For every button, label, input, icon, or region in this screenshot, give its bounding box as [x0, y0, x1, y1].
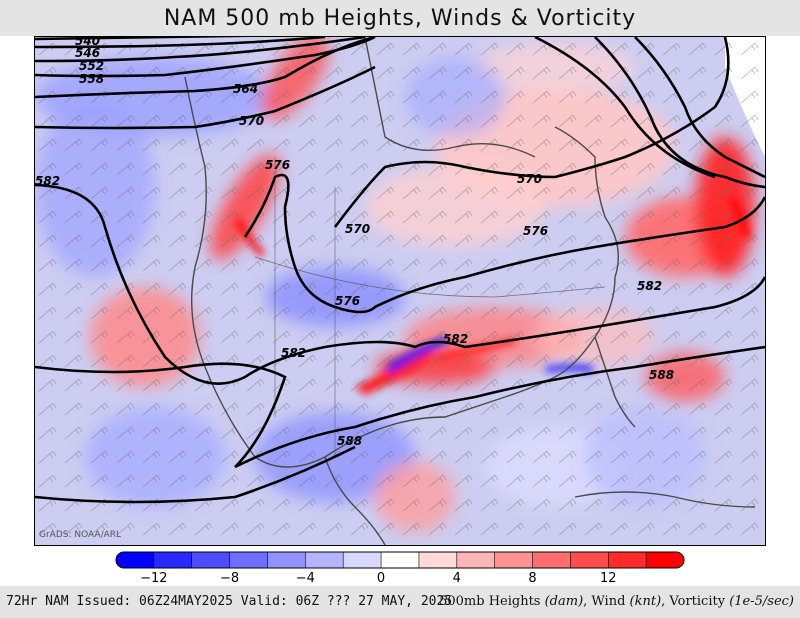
colorbar-swatch	[229, 552, 269, 568]
contour-label: 582	[443, 332, 468, 346]
colorbar-swatch	[570, 552, 610, 568]
colorbar-tick-label: 4	[453, 571, 461, 586]
coastlines	[184, 37, 756, 545]
colorbar-swatch	[267, 552, 307, 568]
colorbar-swatch	[342, 552, 382, 568]
issue-valid-text: 72Hr NAM Issued: 06Z24MAY2025 Valid: 06Z…	[6, 594, 453, 609]
contour-label: 588	[337, 434, 362, 448]
contour-label: 552	[79, 59, 104, 73]
colorbar-tick-label: −8	[220, 571, 239, 586]
units-legend: 500mb Heights (dam), Wind (knt), Vortici…	[439, 594, 794, 609]
page-title: NAM 500 mb Heights, Winds & Vorticity	[163, 5, 637, 31]
colorbar-swatch	[116, 552, 155, 568]
contour-label: 570	[345, 222, 370, 236]
colorbar-tick-label: −4	[296, 571, 315, 586]
contour-label: 576	[335, 294, 360, 308]
contour-label: 570	[239, 114, 264, 128]
units-part: , Vorticity	[661, 594, 730, 609]
colorbar-tick-label: 12	[600, 571, 617, 586]
colorbar: −12 −8 −4 0 4 8 12	[0, 548, 800, 586]
units-part: (dam)	[544, 594, 584, 609]
contour-label: 576	[523, 224, 548, 238]
units-part: , Wind	[583, 594, 630, 609]
colorbar-swatch	[456, 552, 496, 568]
units-part: (1e-5/sec)	[729, 594, 794, 609]
colorbar-swatch	[305, 552, 345, 568]
colorbar-tick-label: −12	[140, 571, 167, 586]
colorbar-svg: −12 −8 −4 0 4 8 12	[115, 551, 685, 586]
vorticity-map: 540 546 552 558 564 570 576 582 570 570 …	[35, 37, 765, 545]
title-bar: NAM 500 mb Heights, Winds & Vorticity	[0, 0, 800, 36]
colorbar-swatch	[494, 552, 534, 568]
colorbar-tick-label: 8	[528, 571, 536, 586]
colorbar-swatch	[191, 552, 231, 568]
colorbar-tick-label: 0	[377, 571, 385, 586]
colorbar-swatch	[153, 552, 193, 568]
colorbar-swatch	[532, 552, 572, 568]
contour-labels: 540 546 552 558 564 570 576 582 570 570 …	[35, 37, 674, 448]
colorbar-swatch	[607, 552, 647, 568]
contour-label: 570	[517, 172, 542, 186]
map-panel: 540 546 552 558 564 570 576 582 570 570 …	[34, 36, 766, 546]
colorbar-swatch	[645, 552, 684, 568]
contour-label: 582	[637, 279, 662, 293]
footer-bar: 72Hr NAM Issued: 06Z24MAY2025 Valid: 06Z…	[0, 586, 800, 618]
height-contours	[35, 37, 765, 504]
contour-label: 582	[35, 174, 60, 188]
contour-label: 540	[75, 37, 100, 48]
contour-label: 588	[649, 368, 674, 382]
units-part: (knt)	[629, 594, 662, 609]
contour-label: 558	[79, 72, 104, 86]
contour-label: 582	[281, 346, 306, 360]
contour-label: 564	[233, 82, 258, 96]
colorbar-swatch	[380, 552, 420, 568]
contour-label: 546	[75, 46, 100, 60]
credit-text: GrADS: NOAA/ARL	[39, 530, 121, 540]
contour-label: 576	[265, 158, 290, 172]
units-part: 500mb Heights	[439, 594, 545, 609]
colorbar-swatch	[418, 552, 458, 568]
